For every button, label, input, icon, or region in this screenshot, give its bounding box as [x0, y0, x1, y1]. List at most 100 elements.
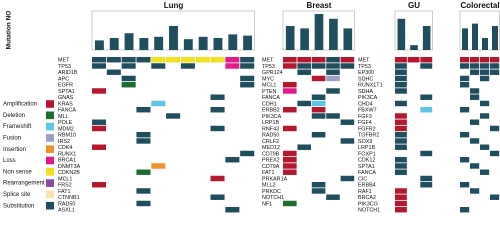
alteration-cell	[283, 107, 297, 113]
alteration-cell	[121, 75, 136, 82]
alteration-cell	[480, 63, 490, 69]
mutation-bar	[169, 26, 178, 50]
panel-title: Lung	[164, 1, 184, 10]
alteration-cell	[92, 63, 107, 69]
alteration-cell	[136, 107, 151, 113]
alteration-cell	[180, 63, 195, 69]
alteration-cell	[151, 100, 166, 107]
alteration-cell	[460, 157, 470, 163]
alteration-cell	[326, 69, 340, 75]
panel-title: Colorectal	[460, 1, 499, 10]
alteration-cell	[470, 138, 480, 144]
mutation-bar	[154, 36, 164, 50]
alteration-cell	[283, 63, 297, 69]
mutation-bar	[213, 38, 223, 50]
legend-swatch	[46, 122, 54, 131]
gene-label: PRKAR1A	[262, 176, 288, 182]
legend-swatch	[46, 145, 54, 153]
legend-label: Insertion	[3, 147, 26, 153]
alteration-cell	[395, 69, 407, 75]
alteration-cell	[151, 63, 166, 69]
gene-label: ASXL1	[58, 208, 75, 214]
gene-label: RAF1	[358, 189, 372, 195]
gene-label: FBXW7	[358, 108, 377, 114]
gene-label: CDK4	[58, 145, 72, 151]
alteration-cell	[297, 100, 311, 107]
oncoprint-figure: Mutation NO Amplification Deletion Framesh…	[3, 1, 500, 214]
alteration-cell	[225, 57, 240, 63]
alteration-cell	[480, 69, 490, 75]
alteration-cell	[210, 125, 225, 132]
alteration-cell	[297, 63, 311, 69]
legend-label: Amplification	[3, 102, 37, 108]
gene-label: PIK3CA	[358, 95, 378, 101]
alteration-cell	[395, 163, 407, 169]
alteration-cell	[470, 88, 480, 94]
alteration-cell	[395, 188, 407, 194]
alteration-cell	[480, 75, 490, 82]
alteration-cell	[460, 132, 470, 138]
alteration-cell	[460, 57, 470, 63]
alteration-cell	[395, 100, 407, 107]
mutation-bar	[397, 18, 406, 50]
mutation-bar	[314, 14, 324, 50]
gene-label: CD79A	[262, 164, 280, 170]
gene-label: BRCA1	[58, 158, 76, 164]
alteration-cell	[395, 119, 407, 125]
legend-swatch	[46, 134, 54, 142]
alteration-cell	[340, 138, 355, 144]
alteration-cell	[92, 182, 107, 188]
alteration-cell	[490, 63, 500, 69]
y-axis-label: Mutation NO	[6, 11, 13, 50]
mutation-bar	[94, 40, 104, 50]
alteration-cell	[180, 57, 195, 63]
gene-label: FRS2	[58, 183, 72, 189]
gene-label: SDHC	[358, 76, 373, 82]
gene-label: CHD4	[358, 101, 373, 107]
gene-label: NOTCH1	[358, 208, 380, 214]
gene-label: PRKDC	[262, 189, 281, 195]
alteration-cell	[311, 100, 326, 107]
alteration-cell	[460, 63, 470, 69]
alteration-cell	[136, 200, 151, 207]
alteration-cell	[480, 169, 490, 175]
legend-swatch	[46, 179, 54, 187]
alteration-cell	[326, 88, 340, 94]
alteration-cell	[283, 57, 297, 63]
alteration-cell	[395, 75, 407, 82]
alteration-cell	[240, 82, 255, 88]
gene-label: KRAS	[58, 101, 73, 107]
mutation-bar	[462, 28, 468, 50]
gene-label: PTEN	[262, 89, 276, 95]
alteration-cell	[92, 144, 107, 150]
alteration-cell	[151, 163, 166, 169]
gene-label: NF1	[262, 201, 272, 207]
alteration-cell	[326, 57, 340, 63]
gene-label: MCL1	[262, 83, 276, 89]
alteration-cell	[490, 125, 500, 132]
alteration-cell	[92, 119, 107, 125]
gene-label: CDK12	[358, 158, 375, 164]
alteration-cell	[240, 75, 255, 82]
gene-label: ARID1B	[58, 70, 78, 76]
alteration-cell	[311, 63, 326, 69]
alteration-cell	[151, 57, 166, 63]
alteration-cell	[420, 150, 433, 157]
page: {"y_axis_label": "Mutation NO", "legend"…	[3, 1, 500, 214]
alteration-cell	[480, 113, 490, 119]
alteration-cell	[225, 207, 240, 213]
panel-title: Breast	[307, 1, 332, 10]
gene-label: EP300	[358, 70, 374, 76]
alteration-cell	[92, 88, 107, 94]
legend-label: Loss	[3, 158, 16, 164]
gene-label: FAT1	[262, 170, 274, 176]
gene-label: RNF43	[262, 126, 279, 132]
gene-label: LRP1B	[358, 145, 375, 151]
alteration-cell	[210, 57, 225, 63]
alteration-cell	[283, 200, 297, 207]
alteration-cell	[480, 144, 490, 150]
alteration-cell	[395, 207, 407, 213]
legend-swatch	[46, 190, 54, 199]
gene-label: GPR124	[262, 70, 283, 76]
alteration-cell	[490, 69, 500, 75]
